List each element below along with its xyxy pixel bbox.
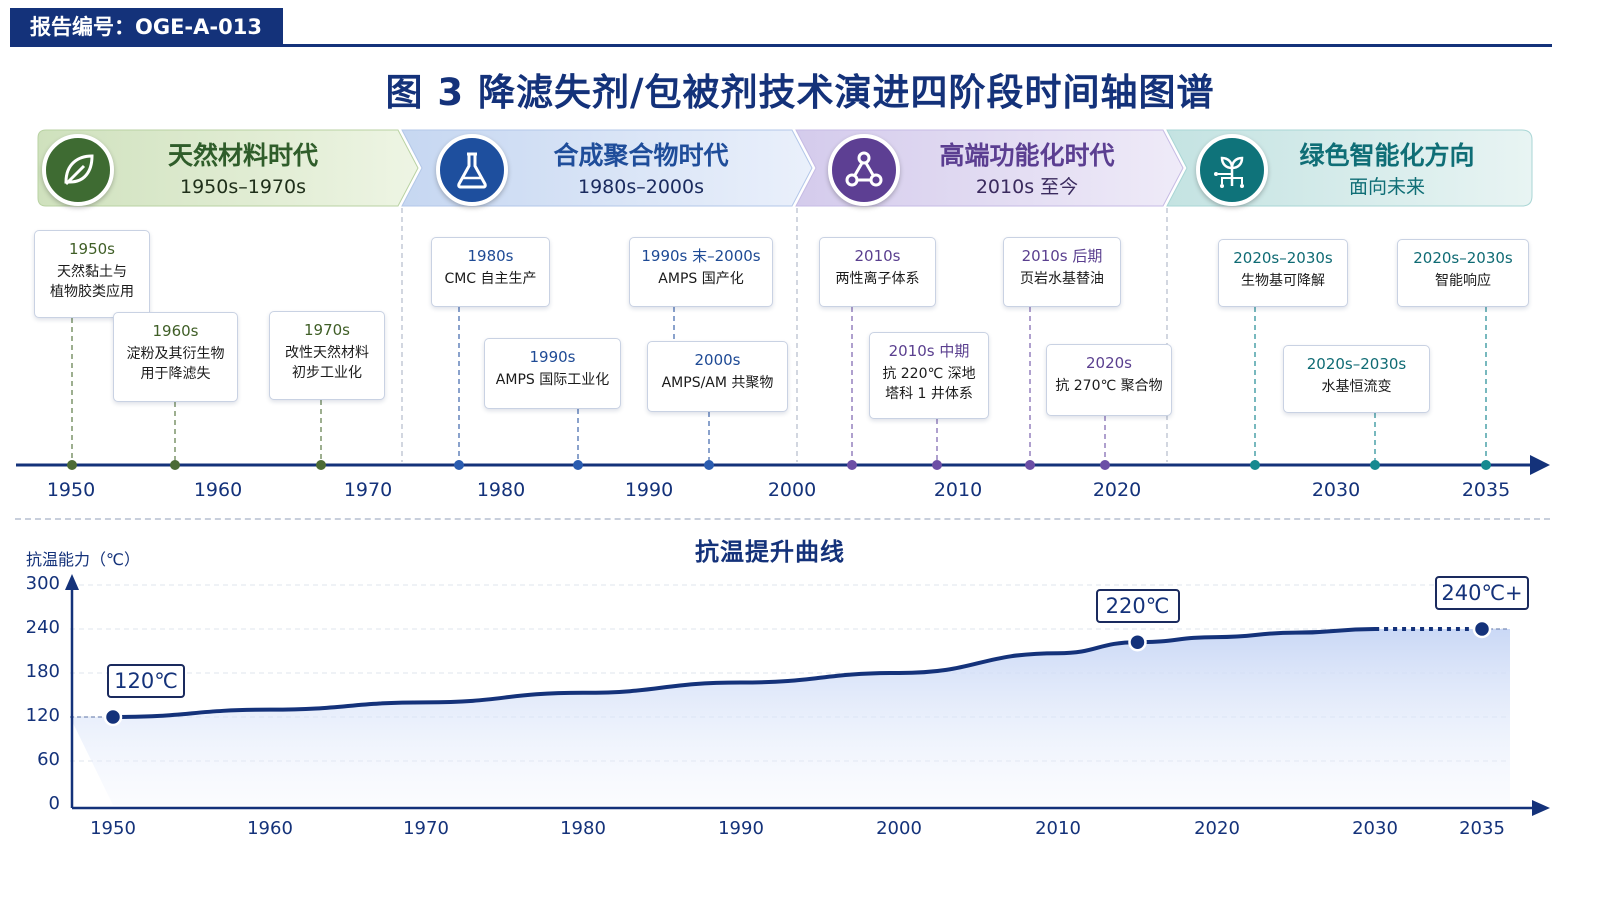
chart-x-tick-label: 1960 [247, 818, 293, 839]
chart-y-tick-label: 240 [25, 617, 60, 638]
chart-x-tick-label: 1980 [560, 818, 606, 839]
chart-x-axis-arrow [1532, 800, 1550, 816]
flask-icon [436, 134, 508, 206]
molecule-icon [828, 134, 900, 206]
timeline-tick-label: 1960 [193, 479, 243, 501]
event-card: 2010s 两性离子体系 [819, 237, 936, 307]
leaf-icon [42, 134, 114, 206]
event-card: 2020s–2030s 生物基可降解 [1218, 239, 1348, 307]
chart-data-label: 220℃ [1095, 589, 1180, 624]
section-divider [15, 518, 1550, 520]
event-card: 1990s 末–2000s AMPS 国产化 [629, 237, 773, 307]
event-card: 1970s 改性天然材料 初步工业化 [269, 311, 385, 400]
chart-y-axis-label: 抗温能力（℃） [26, 550, 140, 569]
timeline-tick-label: 1990 [624, 479, 674, 501]
chart-y-tick-label: 120 [25, 705, 60, 726]
chart-title: 抗温提升曲线 [695, 538, 845, 566]
page-title: 图 3 降滤失剂/包被剂技术演进四阶段时间轴图谱 [385, 71, 1215, 114]
timeline-tick-label: 1980 [476, 479, 526, 501]
chart-y-tick-label: 300 [25, 573, 60, 594]
chart-y-tick-label: 0 [48, 793, 60, 814]
event-card: 2020s–2030s 智能响应 [1397, 239, 1529, 307]
event-card: 1950s 天然黏土与 植物胶类应用 [34, 230, 150, 318]
header-rule [10, 44, 1552, 47]
chart-y-tick-label: 180 [25, 661, 60, 682]
chart-x-tick-label: 2035 [1459, 818, 1505, 839]
chart-data-point [103, 707, 123, 727]
chart-data-point [1128, 632, 1147, 652]
timeline-tick-label: 2000 [767, 479, 817, 501]
chart-x-tick-label: 1950 [90, 818, 136, 839]
event-card: 2020s–2030s 水基恒流变 [1283, 345, 1430, 413]
phase-dividers [401, 208, 1168, 462]
chart-data-point [1472, 619, 1492, 639]
phase-subtitle-natural: 1950s–1970s [179, 176, 306, 198]
phase-band-natural [37, 129, 419, 207]
timeline-tick-label: 1950 [46, 479, 96, 501]
chart-x-tick-label: 2010 [1035, 818, 1081, 839]
event-card: 2010s 中期抗 220℃ 深地 塔科 1 井体系 [869, 332, 989, 419]
chart-y-axis-arrow [65, 574, 79, 590]
phase-band-synthetic [401, 129, 813, 207]
chart-area-fill [70, 629, 1510, 805]
phase-title-functional: 高端功能化时代 [939, 141, 1115, 170]
chart-x-tick-label: 2030 [1352, 818, 1398, 839]
timeline-tick-label: 1970 [343, 479, 393, 501]
chart-x-tick-label: 2000 [876, 818, 922, 839]
phase-title-green: 绿色智能化方向 [1299, 141, 1475, 170]
timeline-tick-label: 2010 [933, 479, 983, 501]
phase-subtitle-synthetic: 1980s–2000s [577, 176, 704, 198]
chart-data-label: 240℃+ [1435, 576, 1529, 610]
timeline-dots [67, 460, 1491, 470]
phase-subtitle-functional: 2010s 至今 [975, 176, 1079, 198]
event-card: 2020s 抗 270℃ 聚合物 [1046, 344, 1172, 416]
chart-series-line [111, 627, 1377, 719]
event-card: 1960s 淀粉及其衍生物 用于降滤失 [113, 312, 238, 402]
phase-title-natural: 天然材料时代 [167, 141, 318, 170]
timeline-arrow [1530, 455, 1550, 475]
timeline-tick-label: 2035 [1461, 479, 1511, 501]
event-card: 1980s CMC 自主生产 [431, 237, 550, 307]
phase-title-synthetic: 合成聚合物时代 [553, 141, 729, 170]
event-card: 1990s AMPS 国际工业化 [484, 338, 621, 409]
event-card: 2010s 后期 页岩水基替油 [1003, 237, 1121, 307]
chart-x-tick-label: 2020 [1194, 818, 1240, 839]
event-card: 2000s AMPS/AM 共聚物 [647, 341, 788, 412]
chart-data-label: 120℃ [107, 664, 185, 698]
report-id-tag: 报告编号：OGE-A-013 [10, 8, 283, 46]
plant-circuit-icon [1196, 134, 1268, 206]
phase-subtitle-green: 面向未来 [1348, 176, 1425, 198]
timeline-tick-label: 2030 [1311, 479, 1361, 501]
chart-x-tick-label: 1990 [718, 818, 764, 839]
chart-y-tick-label: 60 [37, 749, 60, 770]
timeline-tick-label: 2020 [1092, 479, 1142, 501]
chart-x-tick-label: 1970 [403, 818, 449, 839]
